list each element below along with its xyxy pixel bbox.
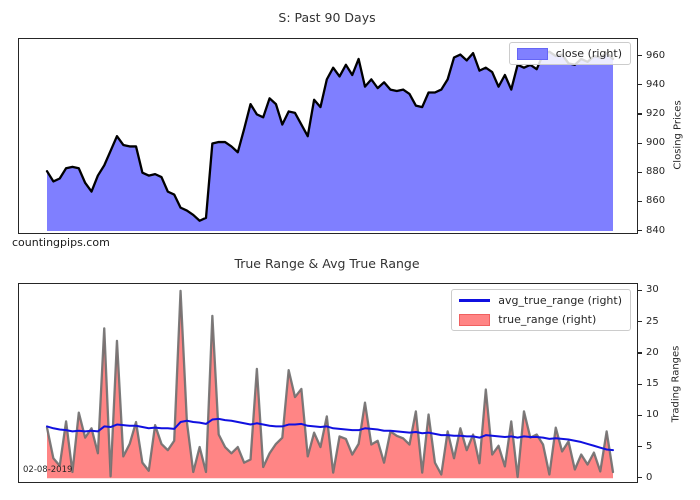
y-tick-label: 15: [646, 378, 659, 390]
true-range-chart-title: True Range & Avg True Range: [234, 256, 420, 271]
legend-line-swatch: [459, 299, 491, 302]
y-tick-mark: [638, 200, 642, 202]
close-chart-legend: close (right): [508, 42, 631, 65]
y-tick-label: 10: [646, 409, 659, 421]
y-tick-mark: [638, 142, 642, 144]
y-tick-label: 0: [646, 471, 653, 483]
watermark-text: countingpips.com: [12, 236, 110, 249]
legend-entry: avg_true_range (right): [459, 294, 622, 307]
y-tick-mark: [638, 321, 642, 323]
true-range-chart-y-axis-label: Trading Ranges: [670, 345, 682, 423]
y-tick-mark: [638, 289, 642, 292]
legend-label: close (right): [555, 47, 622, 60]
y-tick-mark: [638, 55, 642, 57]
y-tick-label: 840: [646, 224, 666, 236]
date-annotation: 02-08-2019: [23, 465, 73, 475]
y-tick-mark: [638, 446, 642, 448]
y-tick-label: 30: [646, 284, 659, 296]
y-tick-mark: [638, 229, 642, 232]
close-chart-title: S: Past 90 Days: [278, 10, 376, 25]
y-tick-label: 900: [646, 137, 666, 149]
legend-entry: close (right): [516, 47, 622, 60]
true-range-chart-plot-area: avg_true_range (right) true_range (right)…: [18, 283, 638, 483]
y-tick-label: 940: [646, 78, 666, 90]
y-tick-label: 960: [646, 49, 666, 61]
legend-label: avg_true_range (right): [498, 294, 622, 307]
legend-patch-swatch: [516, 47, 548, 60]
y-tick-mark: [638, 414, 642, 416]
y-tick-mark: [638, 352, 642, 354]
y-tick-mark: [638, 113, 642, 115]
close-chart-y-axis-label: Closing Prices: [672, 100, 684, 170]
y-tick-label: 5: [646, 440, 653, 452]
close-chart-plot-area: close (right): [18, 38, 638, 234]
close-line: [45, 50, 615, 222]
y-tick-label: 860: [646, 195, 666, 207]
true_range-line: [45, 289, 615, 479]
y-tick-mark: [638, 383, 642, 385]
y-tick-mark: [638, 477, 642, 479]
y-tick-mark: [638, 171, 642, 173]
true-range-series-svg: [45, 289, 615, 479]
y-tick-label: 25: [646, 315, 659, 327]
legend-patch-swatch: [459, 313, 491, 326]
legend-entry: true_range (right): [459, 313, 622, 326]
y-tick-mark: [638, 84, 642, 86]
y-tick-label: 20: [646, 346, 659, 358]
close-series-svg: [45, 50, 615, 231]
true_range-area: [47, 290, 613, 479]
y-tick-label: 920: [646, 107, 666, 119]
close-area: [47, 51, 613, 231]
legend-label: true_range (right): [498, 313, 597, 326]
avg_true_range-line: [46, 417, 614, 452]
y-tick-label: 880: [646, 166, 666, 178]
true-range-chart-legend: avg_true_range (right) true_range (right): [451, 289, 631, 331]
